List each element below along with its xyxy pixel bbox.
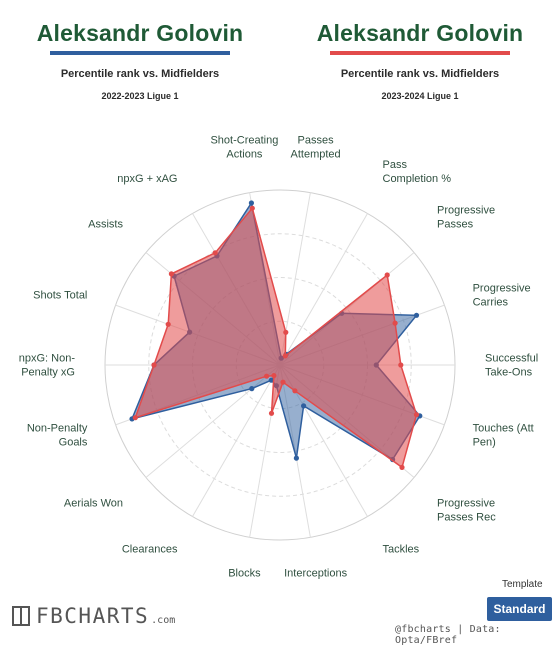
axis-label-line: Pen) bbox=[473, 437, 496, 449]
axis-label: Clearances bbox=[122, 543, 178, 555]
axis-label-line: Completion % bbox=[383, 173, 452, 185]
axis-label: Non-Penalty Goals bbox=[27, 423, 88, 449]
axis-label-line: Actions bbox=[226, 149, 263, 161]
logo-suffix: .com bbox=[151, 615, 176, 626]
template-label: Template bbox=[502, 579, 543, 590]
player-name-left: Aleksandr Golovin bbox=[36, 20, 244, 46]
axis-label: Passes Attempted bbox=[291, 135, 341, 161]
radar-point bbox=[384, 272, 390, 278]
radar-point bbox=[398, 362, 404, 368]
data-credit: @fbcharts | Data: Opta/FBref bbox=[395, 624, 501, 646]
radar-point bbox=[413, 312, 420, 318]
axis-label-line: Progressive bbox=[437, 205, 495, 217]
axis-label: Progressive Passes bbox=[437, 205, 495, 231]
axis-label: Progressive Carries bbox=[473, 282, 531, 308]
axis-label: Shot-Creating Actions bbox=[210, 135, 278, 161]
axis-label-line: Aerials Won bbox=[64, 498, 123, 510]
axis-label: Successful Take-Ons bbox=[485, 353, 538, 379]
axis-label-line: npxG: Non- bbox=[19, 353, 76, 365]
axis-label-line: Assists bbox=[88, 219, 123, 231]
axis-label-line: npxG + xAG bbox=[117, 173, 177, 185]
radar-point bbox=[271, 373, 277, 379]
axis-label-line: Carries bbox=[473, 296, 509, 308]
axis-label: Aerials Won bbox=[64, 498, 123, 510]
axis-label: Assists bbox=[88, 219, 123, 231]
axis-label-line: Non-Penalty bbox=[27, 423, 88, 435]
radar-point bbox=[399, 464, 405, 470]
radar-point bbox=[283, 329, 289, 335]
axis-label-line: Take-Ons bbox=[485, 367, 533, 379]
radar-point bbox=[293, 455, 299, 461]
underline-right bbox=[330, 51, 510, 55]
radar-point bbox=[268, 410, 275, 416]
radar-point bbox=[249, 386, 255, 392]
radar-point bbox=[268, 377, 274, 383]
axis-label: Blocks bbox=[228, 568, 261, 580]
radar-point bbox=[282, 353, 288, 359]
axis-label-line: Interceptions bbox=[284, 568, 347, 580]
axis-label-line: Goals bbox=[59, 437, 88, 449]
fbcharts-logo: FBCHARTS .com bbox=[12, 604, 176, 628]
axis-label-line: Clearances bbox=[122, 543, 178, 555]
radar-point bbox=[392, 320, 398, 326]
axis-label-line: Penalty xG bbox=[21, 367, 75, 379]
radar-point bbox=[413, 412, 420, 418]
axis-label-line: Shot-Creating bbox=[210, 135, 278, 147]
subtitle-left: Percentile rank vs. Midfielders bbox=[60, 68, 220, 80]
radar-point bbox=[249, 205, 255, 211]
axis-label-line: Shots Total bbox=[33, 289, 87, 301]
axis-label: Progressive Passes Rec bbox=[437, 498, 496, 524]
player-name-right: Aleksandr Golovin bbox=[316, 20, 524, 46]
radar-point bbox=[292, 388, 298, 394]
axis-label: Shots Total bbox=[33, 289, 87, 301]
axis-label: npxG: Non- Penalty xG bbox=[19, 353, 76, 379]
axis-label-line: Pass bbox=[383, 159, 408, 171]
radar-point bbox=[132, 415, 138, 421]
axis-label: Touches (Att Pen) bbox=[473, 423, 534, 449]
axis-label: Pass Completion % bbox=[383, 159, 452, 185]
season-right: 2023-2024 Ligue 1 bbox=[381, 91, 459, 101]
header-left: Aleksandr Golovin Percentile rank vs. Mi… bbox=[0, 0, 280, 101]
header-right: Aleksandr Golovin Percentile rank vs. Mi… bbox=[280, 0, 560, 101]
axis-label-line: Successful bbox=[485, 353, 538, 365]
underline-left bbox=[50, 51, 230, 55]
axis-label-line: Progressive bbox=[473, 282, 531, 294]
logo-text: FBCHARTS bbox=[36, 604, 150, 628]
radar-spoke bbox=[279, 213, 368, 366]
subtitle-right: Percentile rank vs. Midfielders bbox=[340, 68, 500, 80]
radar-series-area-2 bbox=[134, 206, 418, 469]
radar-spoke bbox=[192, 364, 281, 517]
radar-point bbox=[168, 271, 174, 277]
radar-point bbox=[212, 250, 218, 256]
radar-point bbox=[151, 362, 157, 368]
template-standard-button[interactable]: Standard bbox=[487, 597, 552, 621]
axis-label-line: Touches (Att bbox=[473, 423, 534, 435]
axis-label-line: Attempted bbox=[291, 149, 341, 161]
axis-label: Interceptions bbox=[284, 568, 347, 580]
radar-point bbox=[264, 373, 270, 379]
axis-label-line: Tackles bbox=[383, 543, 420, 555]
axis-label: Tackles bbox=[383, 543, 420, 555]
axis-label-line: Progressive bbox=[437, 498, 495, 510]
axis-label-line: Blocks bbox=[228, 568, 261, 580]
radar-point bbox=[301, 403, 307, 409]
axis-label: npxG + xAG bbox=[117, 173, 177, 185]
radar-point bbox=[248, 200, 254, 206]
axis-label-line: Passes bbox=[298, 135, 335, 147]
season-left: 2022-2023 Ligue 1 bbox=[101, 91, 179, 101]
radar-point bbox=[280, 379, 286, 385]
radar-point bbox=[165, 321, 171, 327]
axis-label-line: Passes Rec bbox=[437, 512, 496, 524]
axis-label-line: Passes bbox=[437, 219, 474, 231]
logo-icon bbox=[12, 606, 30, 626]
